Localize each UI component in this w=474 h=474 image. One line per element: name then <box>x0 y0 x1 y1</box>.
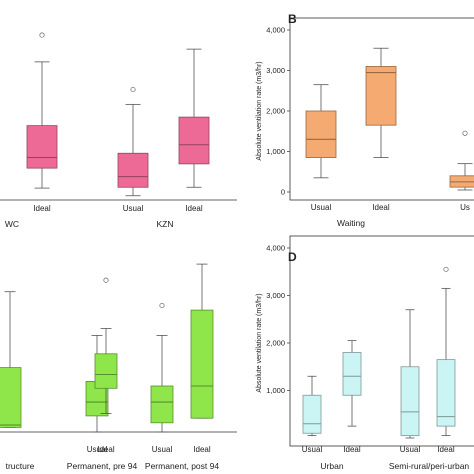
outlier-point <box>443 266 449 272</box>
y-axis-title: Absolute ventilation rate (m3/hr) <box>256 61 263 160</box>
category-label: Usual <box>400 445 421 454</box>
box-iqr <box>365 66 397 126</box>
category-label: Usual <box>311 203 332 212</box>
category-label: Usual <box>302 445 323 454</box>
box-iqr <box>190 309 214 419</box>
panel-letter: B <box>288 12 297 26</box>
box-usual <box>305 84 337 179</box>
box-ideal <box>436 266 456 437</box>
group-label: tructure <box>6 461 35 471</box>
outlier-point <box>130 86 136 93</box>
y-tick-label: 0 <box>281 188 285 197</box>
box-ideal <box>342 340 362 427</box>
y-tick-label: 3,000 <box>266 66 285 75</box>
panel-2: 0 1,000 2,000 3,000 4,000 Absolute ventilatio… <box>256 12 474 228</box>
box-iqr <box>26 125 58 169</box>
box-usual <box>150 302 174 433</box>
y-tick-label: 1,000 <box>266 147 285 156</box>
panel-letter: D <box>288 250 297 264</box>
y-tick-label: 2,000 <box>266 339 285 348</box>
box-iqr <box>342 352 362 396</box>
box-iqr <box>302 394 322 434</box>
y-axis-title: Absolute ventilation rate (m3/hr) <box>256 293 263 392</box>
outlier-point <box>462 130 468 136</box>
box-iqr <box>117 152 149 188</box>
box-iqr <box>150 385 174 424</box>
box-iqr <box>0 367 22 428</box>
panel-1: Ideal Usual Ideal WC KZN <box>0 32 237 229</box>
group-label: Permanent, post 94 <box>145 461 219 471</box>
plot-frame <box>289 17 474 201</box>
category-label: Usual <box>152 445 173 454</box>
box-iqr <box>436 359 456 427</box>
group-label: WC <box>5 219 19 229</box>
box-iqr <box>178 116 210 165</box>
y-tick-label: 2,000 <box>266 107 285 116</box>
category-label: Usual <box>123 204 144 213</box>
group-label: Semi-rural/peri-urban <box>389 461 470 471</box>
box-iqr <box>305 110 337 158</box>
box-ideal <box>26 32 58 189</box>
category-label: Us <box>460 203 470 212</box>
outlier-point <box>103 277 109 283</box>
y-tick-label: 4,000 <box>266 244 285 253</box>
box-usual <box>400 309 420 439</box>
category-label: Ideal <box>185 204 203 213</box>
y-tick-label: 1,000 <box>266 386 285 395</box>
outlier-point <box>39 32 45 38</box>
box-usual <box>117 86 149 197</box>
y-tick-label: 4,000 <box>266 26 285 35</box>
category-label: Usual <box>87 445 108 454</box>
category-label: Ideal <box>33 204 51 213</box>
group-label: Permanent, pre 94 <box>67 461 138 471</box>
box-usual <box>449 130 474 191</box>
outlier-point <box>159 302 165 309</box>
plot-frame <box>289 235 474 447</box>
box-iqr <box>400 366 420 437</box>
category-label: Ideal <box>343 445 361 454</box>
box-usual <box>302 375 322 437</box>
box-ideal <box>94 277 118 415</box>
category-label: Ideal <box>372 203 390 212</box>
panel-4: 1,000 2,000 3,000 4,000 Absolute ventilation… <box>256 235 474 471</box>
box-ideal <box>190 263 214 419</box>
group-label: Urban <box>320 461 343 471</box>
box-ideal <box>365 47 397 158</box>
group-label: Waiting <box>337 218 365 228</box>
category-label: Ideal <box>97 445 115 454</box>
category-label: Ideal <box>193 445 211 454</box>
group-label: KZN <box>157 219 174 229</box>
box-ideal <box>178 48 210 188</box>
box-iqr <box>94 353 118 389</box>
box-ideal <box>0 291 22 428</box>
category-label: Ideal <box>437 445 455 454</box>
y-tick-label: 3,000 <box>266 291 285 300</box>
